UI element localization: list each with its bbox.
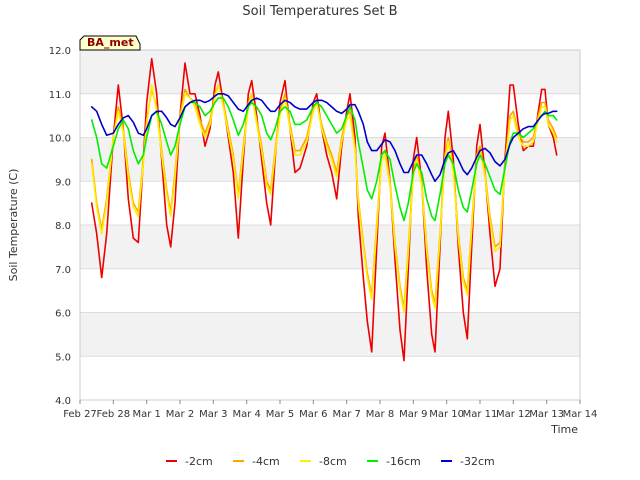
x-tick-label: Mar 4: [232, 409, 260, 420]
legend: -2cm -4cm -8cm -16cm -32cm: [166, 455, 495, 468]
series-line-2cm: [90, 57, 558, 362]
plot-frame: [79, 49, 581, 401]
y-tick-label: 12.0: [49, 46, 71, 57]
y-tick-label: 4.0: [55, 396, 71, 407]
x-tick-label: Mar 1: [132, 409, 160, 420]
x-tick-label: Mar 14: [563, 409, 598, 420]
x-tick-label: Mar 9: [399, 409, 427, 420]
legend-entry: -8cm: [319, 455, 347, 468]
series-line-8cm: [90, 84, 558, 314]
x-axis-label: Time: [550, 423, 578, 436]
x-tick-label: Mar 6: [299, 409, 327, 420]
annotation-label: BA_met: [87, 36, 134, 49]
legend-entry: -16cm: [386, 455, 421, 468]
legend-entry: -32cm: [460, 455, 495, 468]
plot-band: [80, 225, 580, 269]
plot-band: [80, 181, 580, 225]
y-axis-ticks: 4.0 5.0 6.0 7.0 8.0 9.0 10.0 11.0 12.0: [49, 46, 71, 407]
plot-band: [80, 312, 580, 357]
plot-band: [80, 50, 580, 94]
x-tick-label: Feb 28: [97, 409, 131, 420]
y-tick-label: 5.0: [55, 352, 71, 363]
chart-title: Soil Temperatures Set B: [242, 4, 397, 19]
x-tick-label: Mar 3: [199, 409, 227, 420]
ba-met-annotation: BA_met: [79, 35, 141, 51]
y-tick-label: 7.0: [55, 265, 71, 276]
x-tick-label: Mar 8: [366, 409, 394, 420]
plot-band: [80, 356, 580, 400]
plot-band: [80, 268, 580, 313]
y-tick-label: 11.0: [49, 90, 71, 101]
x-tick-label: Mar 12: [496, 409, 531, 420]
y-tick-label: 10.0: [49, 134, 71, 145]
x-tick-label: Mar 11: [463, 409, 498, 420]
annotation-box: [79, 35, 141, 51]
legend-entry: -2cm: [185, 455, 213, 468]
x-tick-label: Mar 13: [529, 409, 564, 420]
y-tick-label: 9.0: [55, 177, 71, 188]
x-tick-label: Mar 7: [332, 409, 360, 420]
y-tick-label: 6.0: [55, 309, 71, 320]
series-line-32cm: [90, 93, 558, 183]
y-axis-label: Soil Temperature (C): [7, 169, 20, 282]
x-tick-label: Mar 2: [166, 409, 194, 420]
series-line-16cm: [90, 97, 558, 222]
x-tick-label: Mar 10: [429, 409, 464, 420]
y-tick-label: 8.0: [55, 221, 71, 232]
x-axis-ticks: Feb 27 Feb 28 Mar 1 Mar 2 Mar 3 Mar 4 Mar 5 Mar…: [63, 400, 597, 420]
x-tick-label: Mar 5: [266, 409, 294, 420]
x-tick-label: Feb 27: [63, 409, 97, 420]
legend-entry: -4cm: [252, 455, 280, 468]
plot-bands: [80, 50, 580, 400]
series-lines: [90, 57, 558, 362]
